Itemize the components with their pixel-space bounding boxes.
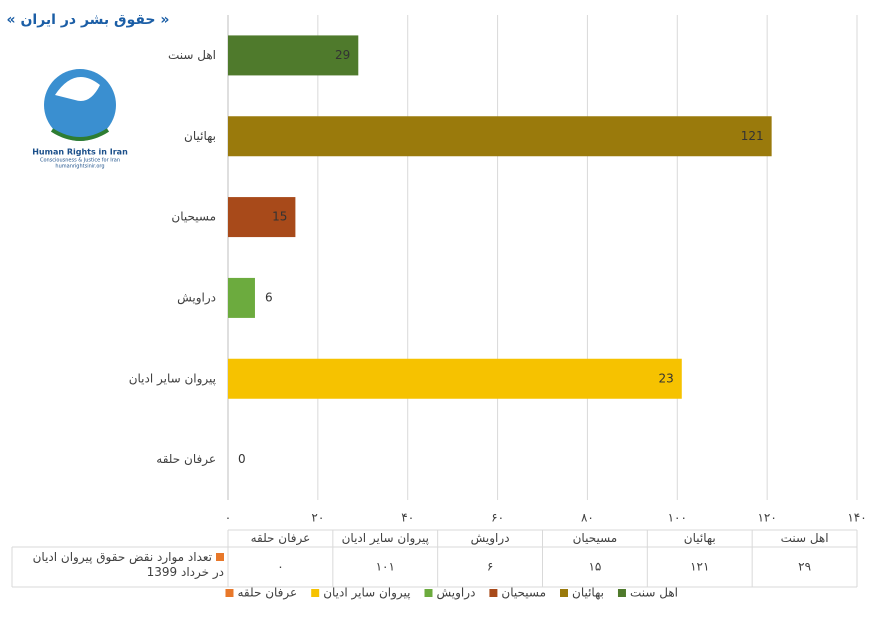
logo-url: humanrightsinir.org (55, 164, 104, 170)
table-cell: ۱۵ (588, 560, 601, 574)
table-header: مسیحیان (573, 531, 618, 545)
x-tick-label: ۴۰ (401, 511, 414, 525)
logo: Human Rights in Iran Consciousness & Jus… (32, 69, 128, 170)
x-tick-label: ۱۴۰ (847, 511, 866, 525)
table-cell: ۱۲۱ (690, 560, 709, 574)
y-tick-label: عرفان حلقه (156, 452, 216, 467)
data-label: 23 (658, 371, 673, 385)
data-label: 15 (272, 210, 287, 224)
table-header: اهل سنت (781, 531, 829, 545)
bar (228, 35, 359, 76)
table-cell: ۲۹ (798, 560, 811, 574)
legend-label: دراویش (437, 586, 476, 601)
table-header: پیروان سایر ادیان (342, 531, 429, 546)
legend-label: مسیحیان (501, 586, 546, 600)
data-label: 0 (238, 452, 246, 466)
legend-swatch (617, 589, 626, 597)
x-tick-label: ۱۰۰ (668, 511, 687, 525)
bar (228, 277, 255, 318)
x-tick-label: ۲۰ (311, 511, 324, 525)
legend-swatch (560, 589, 568, 597)
table-header: بهائیان (684, 531, 716, 545)
series-name: تعداد موارد نقض حقوق پیروان ادیان در خرد… (32, 550, 224, 579)
legend-swatch (424, 589, 433, 597)
y-tick-label: دراویش (177, 290, 216, 305)
x-tick-label: ۱۲۰ (757, 511, 776, 525)
bar (228, 358, 682, 399)
data-label: 29 (335, 48, 350, 62)
table-cell: ۱۰۱ (376, 560, 395, 574)
legend-label: پیروان سایر ادیان (323, 586, 410, 601)
table-cell: ۶ (487, 560, 493, 574)
legend-swatch (489, 589, 498, 597)
x-tick-label: ۸۰ (581, 511, 594, 525)
logo-dove (55, 77, 100, 101)
chart-title: « حقوق بشر در ایران » (7, 12, 170, 28)
y-tick-label: پیروان سایر ادیان (129, 371, 216, 386)
y-tick-label: بهائیان (184, 129, 216, 143)
x-tick-label: ۰ (225, 511, 231, 525)
logo-title: Human Rights in Iran (32, 148, 128, 157)
table-row-label: تعداد موارد نقض حقوق پیروان ادیان در خرد… (28, 550, 224, 580)
table-cell: ۰ (277, 560, 283, 574)
legend-label: اهل سنت (630, 586, 678, 600)
table-header: دراویش (471, 531, 510, 546)
table-header: عرفان حلقه (251, 531, 311, 546)
legend-label: عرفان حلقه (237, 586, 297, 601)
row-marker (216, 553, 224, 561)
x-tick-label: ۶۰ (491, 511, 504, 525)
bar (228, 197, 296, 238)
logo-subtitle: Consciousness & Justice for Iran (40, 158, 120, 164)
y-tick-label: مسیحیان (171, 210, 216, 224)
bar (228, 116, 772, 157)
legend-swatch (225, 589, 234, 597)
y-tick-label: اهل سنت (168, 48, 216, 62)
legend-label: بهائیان (572, 586, 604, 600)
legend-swatch (311, 589, 320, 597)
data-label: 121 (741, 129, 764, 143)
data-label: 6 (265, 290, 273, 304)
logo-wreath (50, 128, 110, 141)
